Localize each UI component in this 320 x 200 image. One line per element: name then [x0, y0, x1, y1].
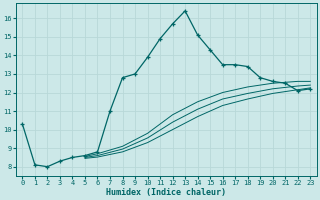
- X-axis label: Humidex (Indice chaleur): Humidex (Indice chaleur): [106, 188, 226, 197]
